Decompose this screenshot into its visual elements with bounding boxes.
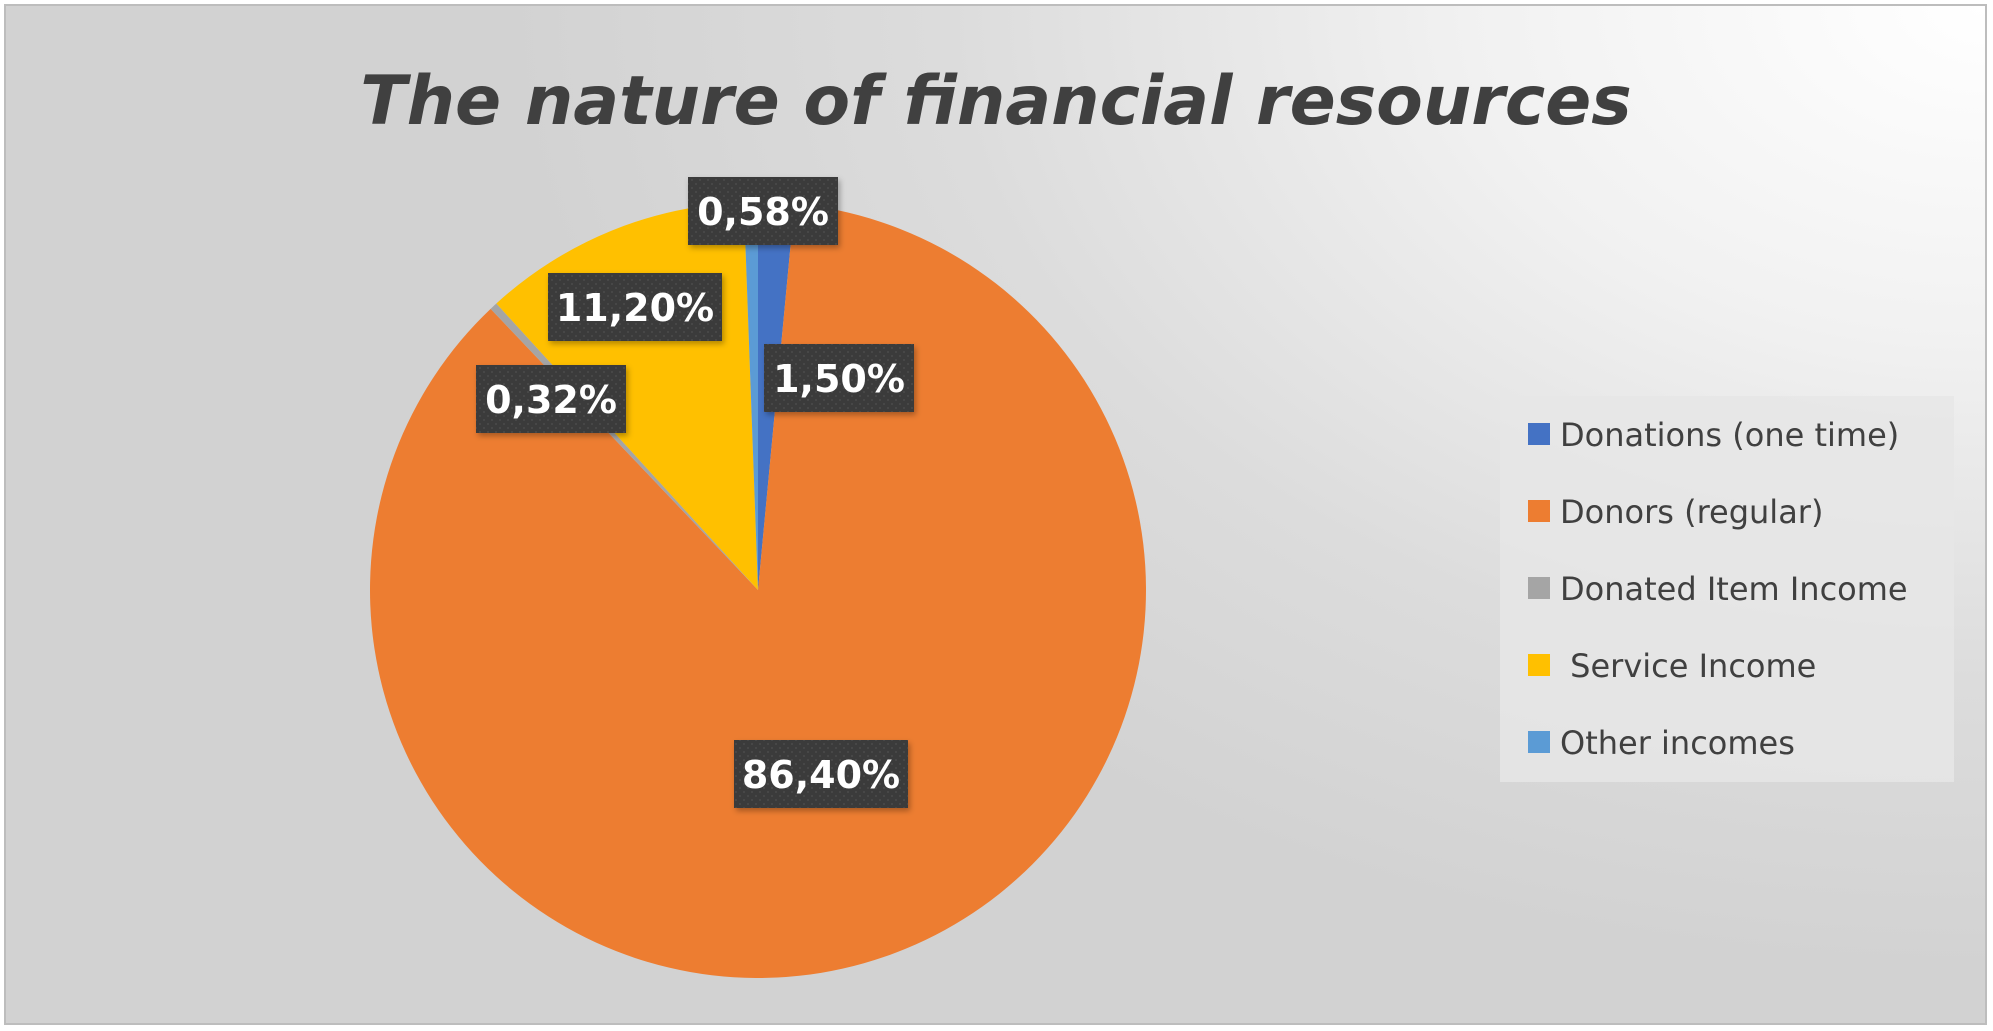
legend-swatch <box>1528 500 1550 522</box>
data-label: 0,58% <box>688 177 838 245</box>
legend-box <box>1500 396 1954 782</box>
chart-frame: The nature of financial resources 1,50% 8… <box>4 4 1987 1025</box>
chart-title: The nature of financial resources <box>360 62 1632 141</box>
legend-item: Other incomes <box>1528 724 1795 762</box>
data-label: 1,50% <box>764 344 914 412</box>
legend-swatch <box>1528 731 1550 753</box>
legend-label: Donated Item Income <box>1560 570 1908 608</box>
data-label-text: 0,58% <box>697 190 829 234</box>
legend-label: Service Income <box>1560 647 1816 685</box>
pie-slices <box>369 202 1146 979</box>
data-label-box <box>688 177 838 245</box>
data-label: 0,32% <box>476 365 626 433</box>
legend-label: Other incomes <box>1560 724 1795 762</box>
legend-item: Service Income <box>1528 647 1816 685</box>
data-label-text: 0,32% <box>485 378 617 422</box>
legend-swatch <box>1528 423 1550 445</box>
data-label-box <box>734 740 908 808</box>
legend-item: Donations (one time) <box>1528 416 1899 454</box>
legend-swatch <box>1528 654 1550 676</box>
data-label-text: 1,50% <box>773 357 905 401</box>
legend-item: Donated Item Income <box>1528 570 1908 608</box>
legend-item: Donors (regular) <box>1528 493 1823 531</box>
legend-swatch <box>1528 577 1550 599</box>
data-label: 86,40% <box>734 740 908 808</box>
pie-chart: The nature of financial resources 1,50% 8… <box>360 62 1954 979</box>
data-label-box <box>476 365 626 433</box>
data-labels: 1,50% 86,40% 0,32% 11,20% 0,58% <box>476 177 914 808</box>
legend-label: Donors (regular) <box>1560 493 1823 531</box>
legend-label: Donations (one time) <box>1560 416 1899 454</box>
data-label-box <box>548 273 722 341</box>
data-label-text: 11,20% <box>556 286 714 330</box>
data-label-box <box>764 344 914 412</box>
data-label: 11,20% <box>548 273 722 341</box>
data-label-text: 86,40% <box>742 753 900 797</box>
pie-slice <box>743 202 758 590</box>
legend: Donations (one time) Donors (regular) Dona… <box>1500 396 1954 782</box>
